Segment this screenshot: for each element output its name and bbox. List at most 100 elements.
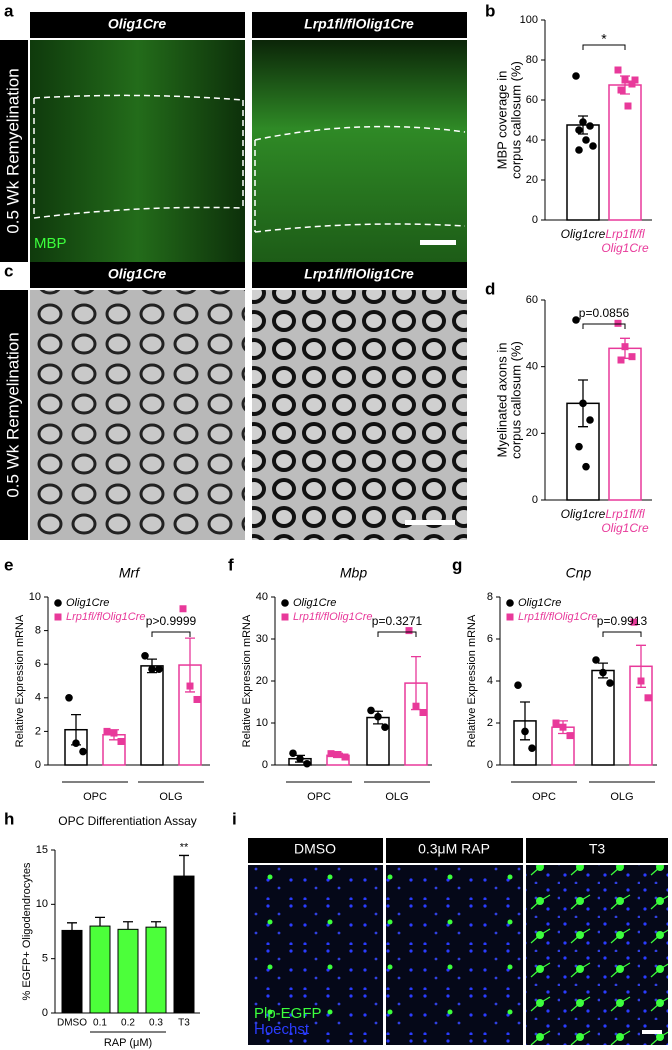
x-tick-label: OLG [610, 791, 633, 803]
y-axis-label: Relative Expression mRNA [466, 614, 478, 747]
y-axis-label: Myelinated axons in [494, 343, 509, 458]
stain-label: Hoechst [254, 1021, 310, 1038]
micrograph [30, 40, 245, 262]
error-bar [179, 854, 189, 877]
y-axis-label: Relative Expression mRNA [14, 614, 26, 747]
chart-title: OPC Differentiation Assay [58, 814, 197, 828]
panel-letter: d [485, 279, 495, 298]
panel-letter: b [485, 1, 495, 20]
data-point [614, 319, 622, 327]
data-point [644, 694, 652, 702]
data-point [374, 712, 382, 721]
bar [117, 928, 139, 1014]
data-point [592, 656, 600, 664]
data-point [528, 744, 536, 752]
header-bar [252, 12, 467, 38]
data-point [65, 694, 73, 702]
data-point [628, 353, 636, 361]
significance-bracket [602, 631, 642, 637]
data-point [552, 719, 560, 727]
data-point [155, 665, 163, 674]
image-header: Lrp1fl/flOlig1Cre [304, 16, 414, 32]
data-point [506, 599, 514, 607]
y-tick-label: 2 [35, 725, 41, 737]
y-tick-label: 10 [36, 898, 48, 910]
x-tick-label: 0.2 [121, 1018, 135, 1029]
data-point [575, 146, 583, 154]
y-tick-label: 0 [487, 759, 493, 771]
x-tick-label: DMSO [57, 1018, 87, 1029]
data-point [186, 682, 194, 690]
panel-letter: g [452, 555, 462, 574]
data-point [506, 613, 514, 621]
y-axis-label: corpus callosum (%) [508, 61, 523, 179]
panel-letter: h [4, 809, 14, 828]
image-header: Olig1Cre [108, 16, 167, 32]
x-tick-label: OPC [83, 791, 107, 803]
data-point [289, 749, 297, 758]
data-point [327, 750, 335, 758]
data-point [419, 709, 427, 716]
legend-label: Lrp1fl/flOlig1Cre [293, 611, 372, 623]
chart-title: Mbp [340, 565, 367, 581]
annotation: p=0.9913 [597, 614, 648, 628]
y-tick-label: 8 [487, 591, 493, 603]
data-point [586, 416, 594, 424]
image-header: T3 [589, 841, 606, 857]
error-bar [636, 644, 646, 688]
data-point [117, 737, 125, 745]
significance-bracket [151, 631, 191, 637]
x-tick-label: OLG [159, 791, 182, 803]
data-point [148, 665, 156, 674]
data-point [141, 652, 149, 660]
data-point [405, 627, 413, 635]
x-tick-label: T3 [178, 1018, 190, 1029]
y-tick-label: 6 [35, 658, 41, 670]
y-tick-label: 0 [35, 759, 41, 771]
y-tick-label: 40 [526, 361, 538, 373]
data-point [582, 462, 590, 471]
y-axis-label: MBP coverage in [494, 71, 509, 170]
bar [608, 347, 642, 501]
x-tick-label: Lrp1fl/fl Olig1Cre [601, 227, 649, 255]
data-point [303, 759, 311, 768]
legend-label: Lrp1fl/flOlig1Cre [66, 611, 145, 623]
panel-letter: f [228, 555, 234, 574]
side-label: 0.5 Wk Remyelination [3, 332, 22, 497]
annotation: ** [180, 841, 189, 853]
y-tick-label: 0 [42, 1007, 48, 1019]
side-bar [0, 290, 28, 540]
bar [61, 929, 83, 1014]
x-axis-label: RAP (μM) [104, 1037, 152, 1049]
x-tick-label: OPC [532, 791, 556, 803]
image-header: Olig1Cre [108, 266, 167, 282]
data-point [281, 599, 289, 607]
side-label: 0.5 Wk Remyelination [3, 68, 22, 233]
legend-label: Olig1Cre [293, 597, 336, 609]
x-tick-label: 0.1 [93, 1018, 107, 1029]
panel-c [0, 262, 467, 540]
data-point [631, 76, 639, 84]
header-bar [30, 262, 245, 288]
legend-label: Olig1Cre [66, 597, 109, 609]
data-point [579, 399, 587, 408]
data-point [589, 142, 597, 150]
y-tick-label: 4 [35, 692, 41, 704]
data-point [559, 723, 567, 731]
data-point [521, 727, 529, 736]
y-tick-label: 0 [532, 494, 538, 506]
data-point [614, 66, 622, 74]
error-bar [71, 713, 81, 746]
image-header: 0.3μM RAP [418, 841, 490, 857]
error-bar [520, 701, 530, 741]
data-point [586, 122, 594, 130]
y-tick-label: 80 [526, 54, 538, 66]
y-axis-label: Relative Expression mRNA [241, 614, 253, 747]
y-tick-label: 10 [29, 591, 41, 603]
image-header: Lrp1fl/flOlig1Cre [304, 266, 414, 282]
panel-letter: e [4, 555, 13, 574]
data-point [103, 727, 111, 735]
error-bar [147, 658, 157, 674]
data-point [110, 729, 118, 737]
